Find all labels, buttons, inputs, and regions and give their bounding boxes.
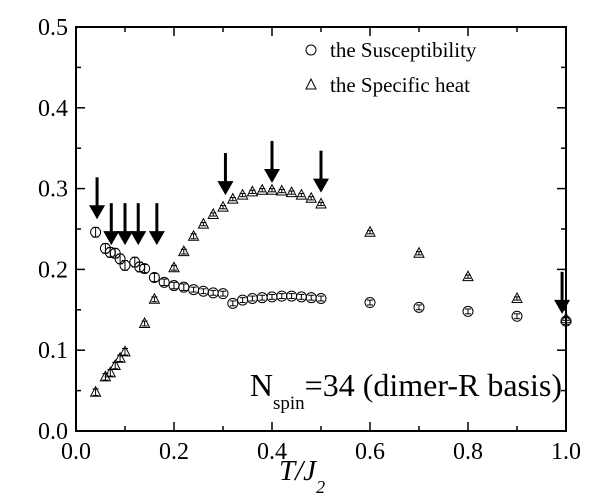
annotation-arrows [89, 140, 571, 314]
x-axis-label-main: T/J [279, 455, 317, 487]
specific-heat-point [315, 197, 327, 209]
x-tick-label: 1.0 [551, 439, 581, 465]
susceptibility-point [462, 305, 474, 317]
specific-heat-point [207, 207, 220, 219]
specific-heat-point [305, 191, 318, 203]
x-tick-label: 0.8 [453, 439, 483, 465]
legend-label-susceptibility: the Susceptibility [330, 38, 477, 62]
y-tick-label: 0.2 [38, 257, 68, 283]
specific-heat-point [266, 183, 278, 195]
x-tick-label: 0.2 [159, 439, 189, 465]
specific-heat-point [217, 200, 229, 212]
susceptibility-point [217, 288, 229, 300]
down-arrow-head [89, 205, 106, 220]
down-arrow-head [148, 231, 165, 246]
susceptibility-point [148, 271, 160, 283]
specific-heat-point [364, 225, 376, 237]
susceptibility-point [134, 261, 146, 273]
specific-heat-point [226, 192, 239, 204]
x-tick-label: 0.0 [61, 439, 91, 465]
susceptibility-point [413, 301, 425, 313]
susceptibility-point [227, 297, 239, 309]
specific-heat-point [462, 270, 474, 282]
x-tick-label: 0.6 [355, 439, 385, 465]
data-markers [89, 183, 572, 397]
legend: the Susceptibility the Specific heat [305, 38, 477, 97]
down-arrow-head [217, 181, 234, 196]
susceptibility-point [511, 310, 523, 322]
specific-heat-point [413, 246, 425, 258]
x-axis-label: T/J2 [279, 455, 325, 497]
annotation-subscript: spin [273, 393, 305, 414]
down-arrow-head [554, 299, 571, 314]
specific-heat-point [119, 345, 131, 357]
specific-heat-point [148, 292, 161, 304]
specific-heat-point [236, 188, 249, 200]
susceptibility-point [139, 263, 151, 275]
specific-heat-point [109, 358, 122, 371]
down-arrow-head [103, 231, 120, 246]
y-tick-label: 0.1 [38, 338, 68, 364]
specific-heat-point [89, 385, 102, 397]
specific-heat-point [275, 184, 288, 196]
down-arrow-head [117, 231, 133, 246]
specific-heat-point [256, 183, 269, 195]
specific-heat-point [285, 186, 298, 198]
specific-heat-point [246, 185, 259, 197]
specific-heat-point [104, 366, 117, 378]
down-arrow-head [313, 178, 329, 193]
susceptibility-point [104, 246, 116, 258]
specific-heat-point [560, 312, 572, 324]
susceptibility-point [90, 226, 102, 238]
specific-heat-point [295, 188, 308, 200]
legend-triangle-marker [305, 77, 317, 90]
susceptibility-point [560, 315, 572, 327]
y-tick-label: 0.3 [38, 177, 68, 203]
susceptibility-point [119, 259, 131, 271]
specific-heat-point [197, 217, 210, 229]
axis-ticks: 0.0 0.2 0.4 0.6 0.8 1.0 0.0 0.1 0.2 0.3 0.4 0.5 [38, 15, 581, 465]
legend-label-specific-heat: the Specific heat [330, 73, 470, 97]
y-tick-label: 0.4 [38, 96, 68, 122]
specific-heat-point [138, 316, 151, 329]
specific-heat-point [168, 261, 180, 273]
y-tick-label: 0.5 [38, 15, 68, 41]
specific-heat-point [99, 370, 112, 382]
y-tick-label: 0.0 [38, 419, 68, 445]
susceptibility-point [158, 276, 170, 288]
legend-circle-marker [305, 44, 317, 56]
down-arrow-head [130, 231, 147, 246]
specific-heat-point [511, 291, 523, 303]
susceptibility-point [364, 297, 376, 309]
x-axis-label-subscript: 2 [316, 477, 325, 497]
error-bars [92, 188, 569, 396]
system-size-annotation: Nspin=34 (dimer-R basis) [250, 367, 562, 414]
specific-heat-point [177, 245, 190, 257]
annotation-prefix: N [250, 367, 273, 403]
specific-heat-point [114, 351, 126, 363]
down-arrow-head [264, 168, 280, 183]
specific-heat-point [187, 229, 200, 241]
susceptibility-point [315, 292, 327, 304]
annotation-suffix: =34 (dimer-R basis) [305, 367, 562, 403]
x-tick-label: 0.4 [257, 439, 287, 465]
